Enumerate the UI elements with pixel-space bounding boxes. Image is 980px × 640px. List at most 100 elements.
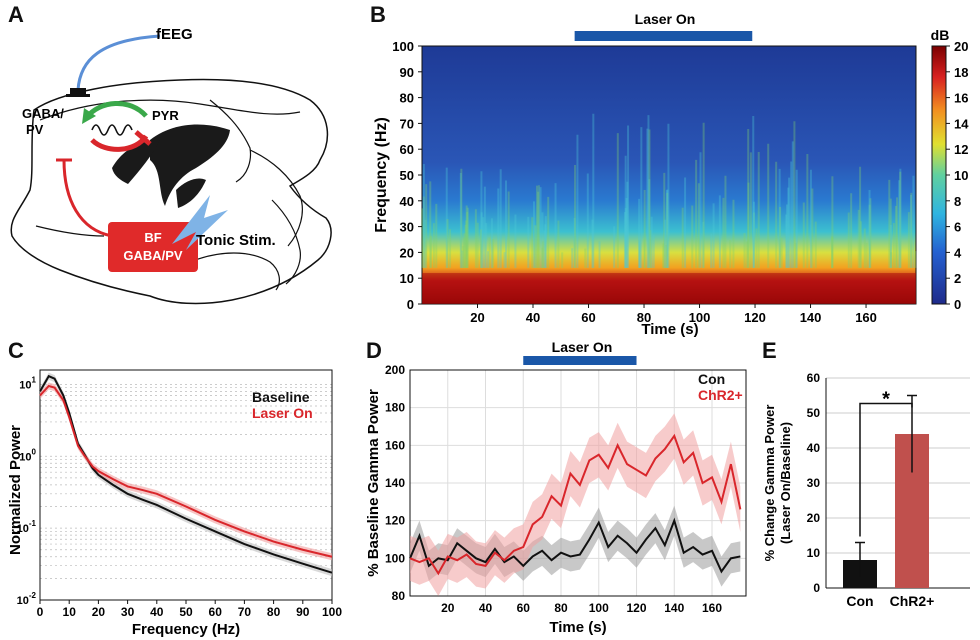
laser-stim-icon bbox=[172, 195, 228, 250]
d-band-1 bbox=[410, 413, 741, 596]
e-ytick-label: 50 bbox=[807, 406, 821, 420]
colorbar-tick-label: 4 bbox=[954, 245, 962, 260]
panel-a-label: A bbox=[8, 2, 24, 27]
d-xtick-label: 120 bbox=[627, 601, 647, 615]
c-xtick-label: 10 bbox=[63, 605, 77, 619]
c-ytick-label: 100 bbox=[19, 447, 36, 463]
b-xtick-label: 80 bbox=[637, 310, 651, 325]
d-ytick-label: 100 bbox=[385, 551, 405, 565]
colorbar-tick-label: 6 bbox=[954, 220, 961, 235]
low-freq-band bbox=[422, 273, 916, 304]
b-ytick-label: 80 bbox=[400, 91, 414, 106]
c-xtick-label: 20 bbox=[92, 605, 106, 619]
colorbar-tick-label: 20 bbox=[954, 39, 968, 54]
d-ytick-label: 140 bbox=[385, 476, 405, 490]
b-xtick-label: 100 bbox=[689, 310, 711, 325]
d-legend-con: Con bbox=[698, 371, 725, 387]
d-xtick-label: 80 bbox=[554, 601, 568, 615]
d-ytick-label: 160 bbox=[385, 438, 405, 452]
b-xlabel: Time (s) bbox=[641, 321, 698, 338]
panel-c-label: C bbox=[8, 338, 24, 363]
colorbar-tick-label: 10 bbox=[954, 168, 968, 183]
b-xtick-label: 40 bbox=[526, 310, 540, 325]
c-xlabel: Frequency (Hz) bbox=[132, 621, 240, 638]
pv-label: PV bbox=[26, 122, 44, 137]
b-ytick-label: 0 bbox=[407, 297, 414, 312]
bf-projection bbox=[62, 159, 113, 238]
c-xtick-label: 0 bbox=[37, 605, 44, 619]
e-ylabel-line2: (Laser On/Baseline) bbox=[778, 422, 793, 544]
d-laser-title: Laser On bbox=[552, 340, 613, 355]
c-legend-baseline: Baseline bbox=[252, 389, 310, 405]
d-xlabel: Time (s) bbox=[549, 619, 606, 636]
c-xtick-label: 30 bbox=[121, 605, 135, 619]
e-ytick-label: 20 bbox=[807, 511, 821, 525]
e-ytick-label: 30 bbox=[807, 476, 821, 490]
gamma-time-chart: Laser On 20 40 60 80 100 120 140 160 80 100 120 14… bbox=[365, 340, 747, 636]
c-xtick-label: 90 bbox=[296, 605, 310, 619]
laser-on-bar-d bbox=[523, 356, 637, 365]
spectrogram-image bbox=[421, 45, 917, 305]
d-xtick-label: 60 bbox=[517, 601, 531, 615]
c-xtick-label: 40 bbox=[150, 605, 164, 619]
c-ylabel: Normalized Power bbox=[7, 425, 24, 555]
d-ytick-label: 120 bbox=[385, 514, 405, 528]
colorbar bbox=[931, 45, 947, 305]
b-ylabel: Frequency (Hz) bbox=[373, 117, 390, 233]
e-ytick-label: 60 bbox=[807, 371, 821, 385]
feeg-wire bbox=[76, 34, 161, 91]
d-ylabel: % Baseline Gamma Power bbox=[365, 389, 382, 577]
b-ytick-label: 70 bbox=[400, 116, 414, 131]
d-xtick-label: 40 bbox=[479, 601, 493, 615]
colorbar-tick-label: 12 bbox=[954, 142, 968, 157]
colorbar-tick-label: 18 bbox=[954, 65, 968, 80]
d-xtick-label: 20 bbox=[441, 601, 455, 615]
brain-schematic bbox=[10, 34, 332, 305]
c-xtick-label: 100 bbox=[322, 605, 342, 619]
e-ytick-label: 0 bbox=[813, 581, 820, 595]
e-ytick-label: 10 bbox=[807, 546, 821, 560]
bf-box bbox=[108, 222, 198, 272]
colorbar-label: dB bbox=[931, 27, 950, 43]
gamma-bar-chart: Con ChR2+ * 0 10 20 30 40 50 60 % Change Gamma P… bbox=[762, 371, 970, 609]
b-xtick-label: 60 bbox=[581, 310, 595, 325]
d-ytick-label: 80 bbox=[392, 589, 406, 603]
c-legend-laser: Laser On bbox=[252, 405, 313, 421]
d-xtick-label: 100 bbox=[589, 601, 609, 615]
d-xtick-label: 140 bbox=[664, 601, 684, 615]
tonic-stim-label: Tonic Stim. bbox=[196, 232, 276, 249]
d-series-chr2 bbox=[409, 433, 742, 576]
d-ytick-label: 180 bbox=[385, 401, 405, 415]
b-ytick-label: 40 bbox=[400, 194, 414, 209]
electrode-icon bbox=[70, 88, 86, 94]
e-sig-bracket bbox=[859, 402, 913, 537]
b-ytick-label: 100 bbox=[392, 39, 414, 54]
c-xtick-label: 60 bbox=[209, 605, 223, 619]
d-legend-chr2: ChR2+ bbox=[698, 387, 743, 403]
e-category-label: Con bbox=[846, 593, 873, 609]
b-xtick-label: 20 bbox=[470, 310, 484, 325]
panel-b-label: B bbox=[370, 2, 386, 27]
c-xtick-label: 70 bbox=[238, 605, 252, 619]
b-ytick-label: 30 bbox=[400, 220, 414, 235]
pyr-label: PYR bbox=[152, 108, 179, 123]
bf-box-line2: GABA/PV bbox=[123, 248, 183, 263]
b-ytick-label: 10 bbox=[400, 271, 414, 286]
c-series-laser-on bbox=[39, 384, 333, 558]
b-ytick-label: 90 bbox=[400, 65, 414, 80]
c-xtick-label: 50 bbox=[179, 605, 193, 619]
c-series-baseline bbox=[39, 374, 333, 574]
gaba-label: GABA/ bbox=[22, 106, 64, 121]
d-ytick-label: 200 bbox=[385, 363, 405, 377]
b-xtick-label: 160 bbox=[855, 310, 877, 325]
e-category-label: ChR2+ bbox=[890, 593, 935, 609]
e-significance: * bbox=[882, 389, 890, 411]
panel-d-label: D bbox=[366, 338, 382, 363]
colorbar-tick-label: 14 bbox=[954, 116, 969, 131]
e-ytick-label: 40 bbox=[807, 441, 821, 455]
panel-e-label: E bbox=[762, 338, 777, 363]
colorbar-tick-label: 16 bbox=[954, 91, 968, 106]
e-ylabel-line1: % Change Gamma Power bbox=[762, 405, 777, 562]
colorbar-tick-label: 8 bbox=[954, 194, 961, 209]
